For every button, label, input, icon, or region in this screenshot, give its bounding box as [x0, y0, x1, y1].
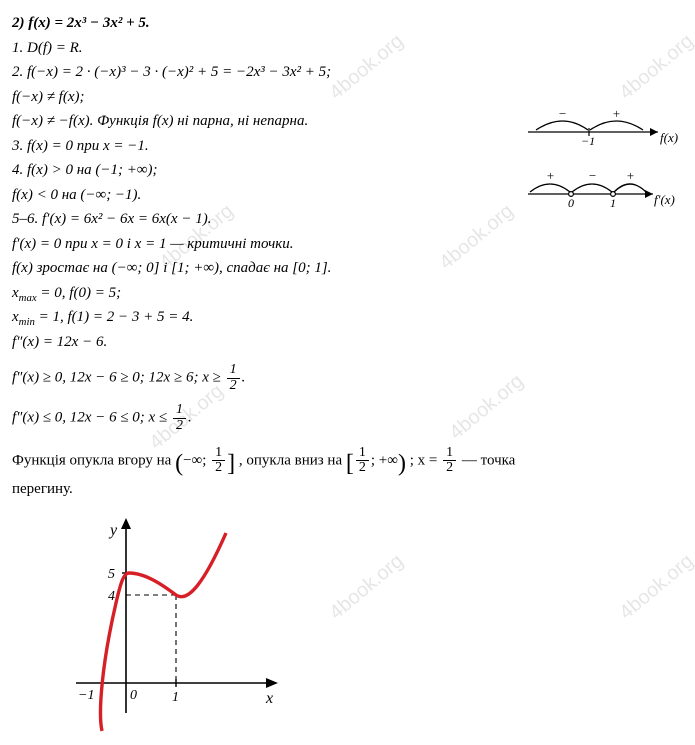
page-content: 4book.org 4book.org 4book.org 4book.org …	[12, 12, 683, 733]
text-line: 5–6. f′(x) = 6x² − 6x = 6x(x − 1).	[12, 208, 442, 231]
graph-origin-label: 0	[130, 688, 137, 703]
text-line: 1. D(f) = R.	[12, 37, 442, 60]
sign-plus: +	[612, 106, 621, 121]
svg-text:1: 1	[610, 196, 616, 208]
svg-text:+: +	[546, 168, 555, 183]
text-line: f′(x) = 0 при x = 0 і x = 1 — критичні т…	[12, 233, 442, 256]
text-line: f(x) зростає на (−∞; 0] і [1; +∞), спада…	[12, 257, 442, 280]
text-line: перегину.	[12, 478, 683, 501]
graph-x-label: x	[265, 690, 273, 707]
text-line: f″(x) = 12x − 6.	[12, 331, 442, 354]
sign-axis-label: f(x)	[660, 130, 678, 145]
text-line: 2. f(−x) = 2 · (−x)³ − 3 · (−x)² + 5 = −…	[12, 61, 442, 84]
graph-tick-5: 5	[108, 567, 115, 582]
graph-y-label: y	[108, 522, 118, 539]
text-line: f″(x) ≥ 0, 12x − 6 ≥ 0; 12x ≥ 6; x ≥ 12.	[12, 363, 442, 393]
text-line: Функція опукла вгору на (−∞; 12] , опукл…	[12, 446, 682, 476]
text-line: 4. f(x) > 0 на (−1; +∞);	[12, 159, 442, 182]
watermark: 4book.org	[613, 547, 695, 627]
graph-tick-4: 4	[108, 589, 115, 604]
svg-text:−: −	[588, 168, 597, 183]
graph-tick-1x: 1	[172, 690, 179, 705]
svg-text:f′(x): f′(x)	[654, 192, 675, 207]
graph-curve	[101, 533, 226, 731]
sign-diagram-fx: − + −1 f(x)	[528, 104, 683, 154]
sign-diagram-fpx: + − + 0 1 f′(x)	[528, 166, 683, 216]
watermark: 4book.org	[433, 197, 520, 277]
text-line: 2) f(x) = 2x³ − 3x² + 5.	[12, 12, 442, 35]
sign-tick: −1	[581, 134, 595, 146]
function-graph: y x 0 5 4 1 −1	[66, 513, 286, 733]
svg-text:+: +	[626, 168, 635, 183]
text-line: f″(x) ≤ 0, 12x − 6 ≤ 0; x ≤ 12.	[12, 403, 442, 433]
watermark: 4book.org	[613, 27, 695, 107]
text-line: xmax = 0, f(0) = 5;	[12, 282, 442, 305]
text-line: f(−x) ≠ −f(x). Функція f(x) ні парна, ні…	[12, 110, 442, 133]
graph-tick-neg1: −1	[78, 688, 94, 703]
text-line: xmin = 1, f(1) = 2 − 3 + 5 = 4.	[12, 306, 442, 329]
watermark: 4book.org	[443, 367, 530, 447]
sign-minus: −	[558, 106, 567, 121]
math-text-block: 2) f(x) = 2x³ − 3x² + 5. 1. D(f) = R. 2.…	[12, 12, 442, 434]
text-line: f(x) < 0 на (−∞; −1).	[12, 184, 442, 207]
svg-text:0: 0	[568, 196, 574, 208]
text-line: f(−x) ≠ f(x);	[12, 86, 442, 109]
text-line: 3. f(x) = 0 при x = −1.	[12, 135, 442, 158]
sign-diagrams: − + −1 f(x) + − + 0 1 f′(x)	[528, 104, 683, 227]
watermark: 4book.org	[323, 547, 410, 627]
